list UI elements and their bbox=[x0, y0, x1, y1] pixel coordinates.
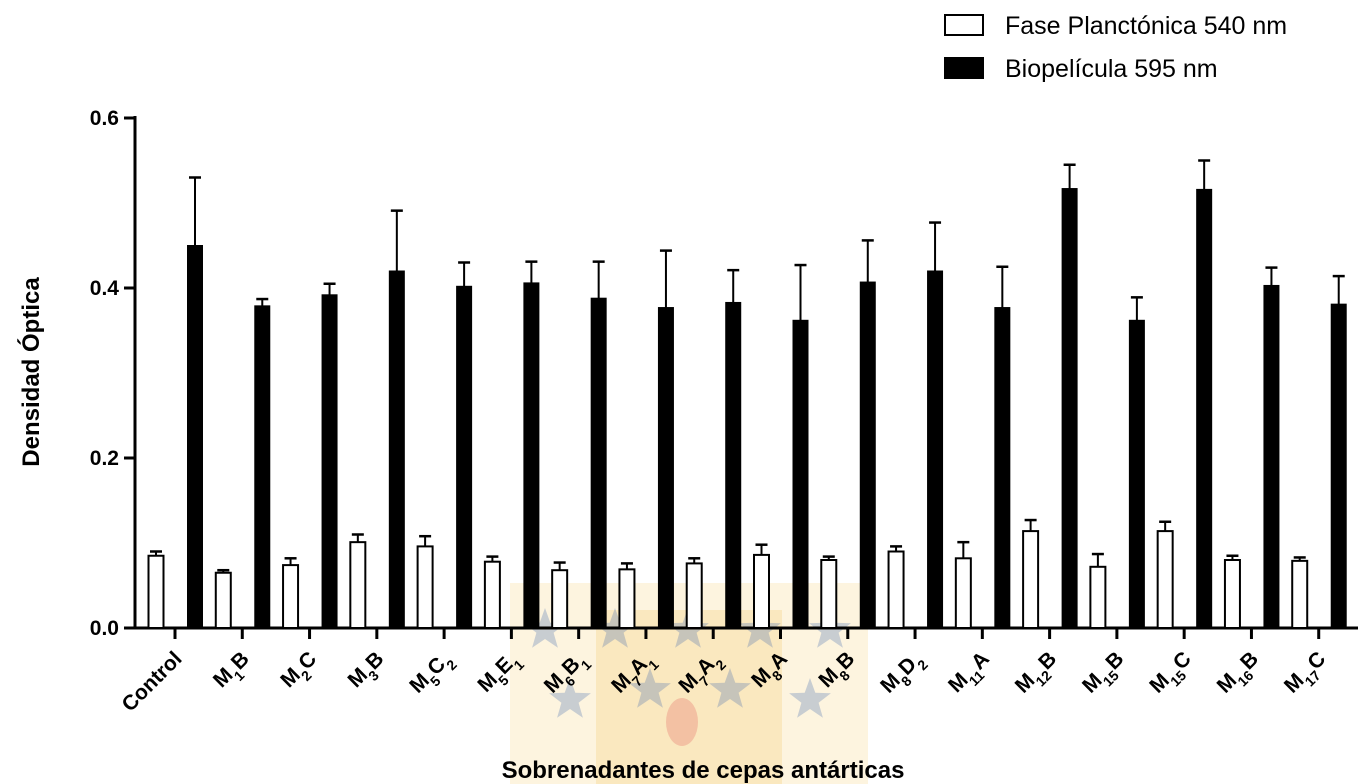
seal-flame-icon bbox=[666, 698, 698, 746]
bar-biofilm bbox=[254, 305, 271, 629]
bar-biofilm bbox=[590, 297, 607, 629]
bar-planktonic bbox=[1022, 530, 1040, 629]
bar-biofilm bbox=[657, 307, 674, 629]
y-tick-label: 0.6 bbox=[90, 107, 119, 130]
legend-item-biofilm-swatch bbox=[944, 57, 984, 79]
bar-planktonic bbox=[1156, 530, 1174, 629]
y-tick-label: 0.2 bbox=[90, 447, 119, 470]
seal-center bbox=[596, 610, 782, 784]
category-label: M11A bbox=[944, 647, 998, 701]
bar-planktonic bbox=[685, 562, 703, 630]
bar-planktonic bbox=[753, 553, 770, 630]
bar-planktonic bbox=[551, 569, 569, 630]
y-tick-label: 0.0 bbox=[90, 617, 119, 640]
bar-biofilm bbox=[1061, 188, 1078, 629]
bar-biofilm bbox=[1330, 303, 1347, 629]
bar-planktonic bbox=[618, 568, 636, 629]
legend-item-biofilm-label: Biopelícula 595 nm bbox=[1005, 55, 1218, 83]
bar-planktonic bbox=[147, 554, 165, 629]
bar-planktonic bbox=[349, 541, 367, 630]
bar-planktonic bbox=[483, 560, 501, 630]
category-label: M3B bbox=[343, 647, 392, 696]
bar-biofilm bbox=[927, 270, 944, 629]
x-axis-title: Sobrenadantes de cepas antárticas bbox=[502, 757, 905, 784]
category-label: M1B bbox=[209, 647, 258, 696]
bars-group bbox=[147, 159, 1347, 630]
bar-biofilm bbox=[321, 294, 338, 629]
category-label: Control bbox=[117, 647, 186, 716]
bar-biofilm bbox=[388, 270, 405, 629]
category-label: M12B bbox=[1011, 647, 1066, 702]
seal-star-icon bbox=[549, 678, 591, 718]
bar-biofilm bbox=[456, 285, 473, 629]
bar-biofilm bbox=[994, 307, 1011, 629]
category-label: M15B bbox=[1078, 647, 1133, 702]
bar-biofilm bbox=[792, 319, 809, 629]
bar-biofilm bbox=[187, 245, 203, 629]
tick-labels: 0.0 0.2 0.4 0.6 bbox=[90, 107, 135, 640]
bar-planktonic bbox=[954, 557, 972, 629]
bar-biofilm bbox=[523, 282, 540, 629]
category-label: M8D2 bbox=[876, 647, 931, 702]
bar-planktonic bbox=[214, 571, 232, 629]
seal-star-icon bbox=[709, 668, 751, 708]
bar-biofilm bbox=[1196, 188, 1213, 629]
bar-biofilm bbox=[859, 281, 876, 629]
category-label: M16B bbox=[1213, 647, 1268, 702]
bar-planktonic bbox=[820, 559, 838, 629]
seal-star-icon bbox=[629, 668, 671, 708]
category-label: M15C bbox=[1145, 647, 1200, 702]
bar-planktonic bbox=[1291, 559, 1309, 629]
y-tick-label: 0.4 bbox=[90, 277, 120, 300]
seal-star-icon bbox=[789, 678, 831, 718]
legend-item-planktonic-swatch bbox=[944, 14, 984, 36]
legend-item-planktonic-label: Fase Planctónica 540 nm bbox=[1005, 12, 1287, 40]
bar-planktonic bbox=[1089, 565, 1107, 629]
bar-planktonic bbox=[416, 545, 434, 630]
bar-biofilm bbox=[725, 301, 742, 629]
bar-planktonic bbox=[1223, 559, 1241, 629]
axes bbox=[133, 116, 1358, 639]
bar-biofilm bbox=[1128, 319, 1145, 629]
legend: Fase Planctónica 540 nm Biopelícula 595 n… bbox=[944, 12, 1287, 83]
category-label: M2C bbox=[276, 647, 325, 696]
category-label: M5C2 bbox=[405, 647, 460, 702]
y-axis-title: Densidad Óptica bbox=[17, 277, 45, 467]
bar-planktonic bbox=[282, 564, 300, 629]
category-label: M17C bbox=[1280, 647, 1335, 702]
bar-planktonic bbox=[887, 550, 905, 629]
bar-biofilm bbox=[1263, 284, 1280, 629]
